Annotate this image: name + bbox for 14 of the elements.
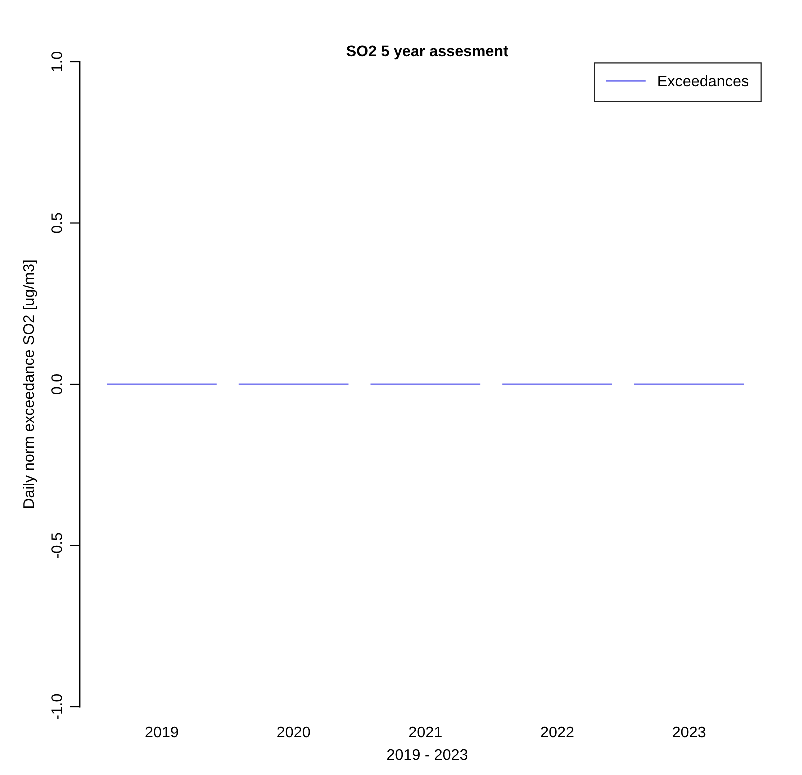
y-tick-label: 0.0 [52,374,62,395]
x-tick-label: 2023 [673,726,706,738]
x-tick-label: 2022 [541,726,574,738]
chart-title: SO2 5 year assesment [346,46,508,60]
y-tick-label: 0.5 [52,213,62,234]
y-tick-label: -0.5 [52,533,62,558]
x-tick-label: 2021 [409,726,442,738]
y-axis-title: Daily norm exceedance SO2 [ug/m3] [23,260,38,508]
x-tick-label: 2019 [146,726,178,738]
legend-label: Exceedances [658,75,749,87]
x-axis-title: 2019 - 2023 [387,749,468,760]
x-tick-label: 2020 [278,726,310,738]
y-tick-label: 1.0 [52,52,62,72]
y-tick-label: -1.0 [52,694,62,720]
